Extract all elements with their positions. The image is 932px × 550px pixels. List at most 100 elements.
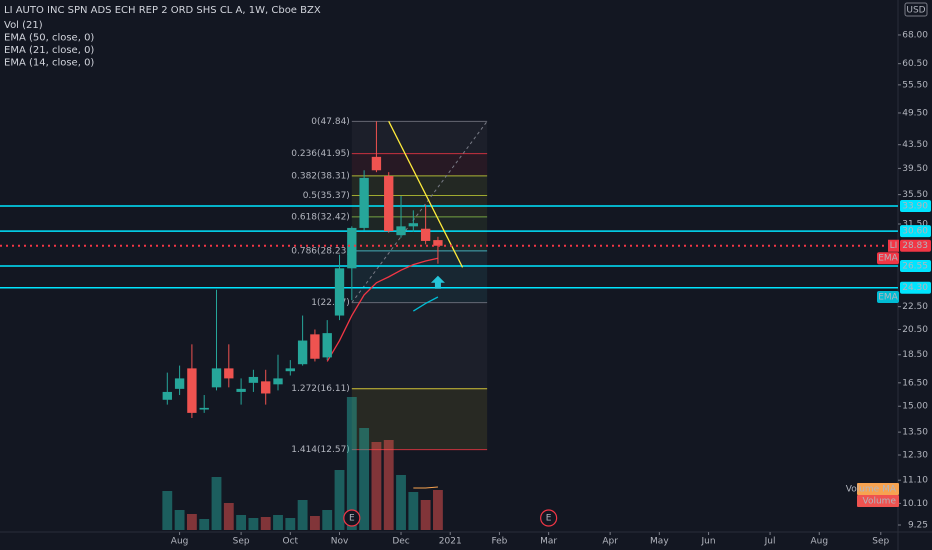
y-tick-label: 39.50 — [902, 164, 928, 174]
ema-line — [412, 296, 439, 312]
fib-label: 0(47.84) — [311, 117, 350, 127]
candle-body — [236, 388, 246, 392]
earnings-label: E — [546, 514, 552, 524]
price-tag — [900, 281, 931, 294]
y-tick-label: 11.10 — [902, 476, 928, 486]
x-tick-label: Aug — [171, 537, 189, 547]
volume-bar — [322, 510, 333, 530]
price-tag-label: 30.60 — [902, 227, 928, 237]
candle-body — [408, 223, 419, 227]
volume-tag-label: Volume MA — [846, 485, 897, 495]
volume-bar — [383, 440, 394, 530]
fib-label: 0.618(32.42) — [291, 212, 350, 222]
x-tick-label: 2021 — [439, 537, 462, 547]
y-tick-label: 22.50 — [902, 302, 928, 312]
indicator-label: EMA (21, close, 0) — [4, 45, 94, 56]
price-tag — [900, 259, 931, 272]
indicator-label: EMA (50, close, 0) — [4, 33, 94, 44]
volume-bar — [248, 518, 259, 530]
symbol-tag-label: LI — [890, 241, 898, 251]
candle-body — [273, 378, 283, 385]
arrow — [430, 275, 445, 289]
x-tick-label: Mar — [540, 537, 557, 547]
candle-body — [211, 368, 222, 388]
symbol-tag — [888, 239, 899, 252]
candle-body — [248, 376, 259, 383]
y-tick-label: 31.50 — [902, 219, 928, 229]
y-tick-label: 43.50 — [902, 140, 928, 150]
candle-body — [174, 378, 185, 389]
candle-body — [359, 177, 369, 228]
fib-label: 0.382(38.31) — [291, 171, 350, 181]
candle-body — [384, 175, 394, 232]
fib-zone — [351, 216, 488, 251]
ema-tag — [877, 291, 899, 304]
trend-line — [388, 121, 464, 268]
candle-body — [334, 268, 345, 316]
price-tag-label: 26.55 — [902, 261, 928, 271]
y-tick-label: 49.50 — [902, 108, 928, 118]
volume-bar — [371, 442, 382, 530]
volume-bar — [260, 517, 271, 530]
candle-body — [224, 368, 234, 379]
fib-zone — [351, 302, 488, 389]
fib-trend — [351, 121, 488, 303]
y-tick-label: 12.30 — [902, 450, 928, 460]
volume-bar — [186, 514, 197, 530]
fib-label: 1.272(16.11) — [291, 384, 350, 394]
y-tick-label: 9.25 — [908, 520, 928, 530]
candle-body — [371, 156, 382, 171]
volume-bar — [334, 470, 345, 530]
candle-body — [162, 391, 172, 400]
volume-bar — [211, 477, 222, 530]
currency-box — [904, 2, 928, 17]
volume-bar — [346, 397, 357, 530]
volume-tag — [857, 495, 899, 507]
fib-label: 0.5(35.37) — [303, 191, 350, 201]
candle-body — [310, 334, 320, 359]
x-tick-label: May — [650, 537, 669, 547]
indicator-label: Vol (21) — [4, 20, 43, 31]
volume-bar — [223, 503, 234, 530]
volume-tag — [857, 483, 899, 495]
volume-bar — [420, 500, 431, 530]
volume-bar — [273, 515, 283, 530]
candle-body — [347, 227, 357, 269]
y-tick-label: 16.50 — [902, 378, 928, 388]
fib-label: 0.236(41.95) — [291, 149, 350, 159]
fib-zone — [351, 388, 488, 450]
fib-zone — [351, 153, 488, 176]
y-tick-label: 55.50 — [902, 80, 928, 90]
volume-bar — [433, 490, 443, 530]
y-tick-label: 20.50 — [902, 325, 928, 335]
ema-tag — [877, 252, 899, 265]
volume-bar — [236, 515, 247, 530]
x-tick-label: Nov — [331, 537, 349, 547]
candle-body — [285, 368, 295, 372]
fib-label: 1(22.87) — [311, 298, 350, 308]
candle-body — [187, 368, 197, 413]
price-tag — [900, 239, 931, 252]
price-axis — [898, 0, 932, 550]
y-tick-label: 35.50 — [902, 190, 928, 200]
x-tick-label: Aug — [810, 537, 828, 547]
y-tick-label: 13.50 — [902, 428, 928, 438]
candle-body — [297, 340, 308, 365]
y-tick-label: 60.50 — [902, 59, 928, 69]
volume-bar — [396, 475, 406, 530]
candle-body — [199, 407, 209, 410]
x-tick-label: Dec — [392, 537, 409, 547]
y-tick-label: 68.00 — [902, 30, 928, 40]
x-tick-label: Jun — [701, 537, 716, 547]
volume-bar — [297, 500, 308, 530]
volume-bar — [408, 492, 419, 530]
y-tick-label: 18.50 — [902, 350, 928, 360]
price-tag — [900, 225, 931, 238]
volume-tag-label: Volume — [863, 497, 897, 507]
y-tick-label: 15.00 — [902, 402, 928, 412]
fib-zone — [351, 121, 488, 154]
volume-bar — [174, 510, 185, 530]
candle-body — [420, 228, 431, 241]
